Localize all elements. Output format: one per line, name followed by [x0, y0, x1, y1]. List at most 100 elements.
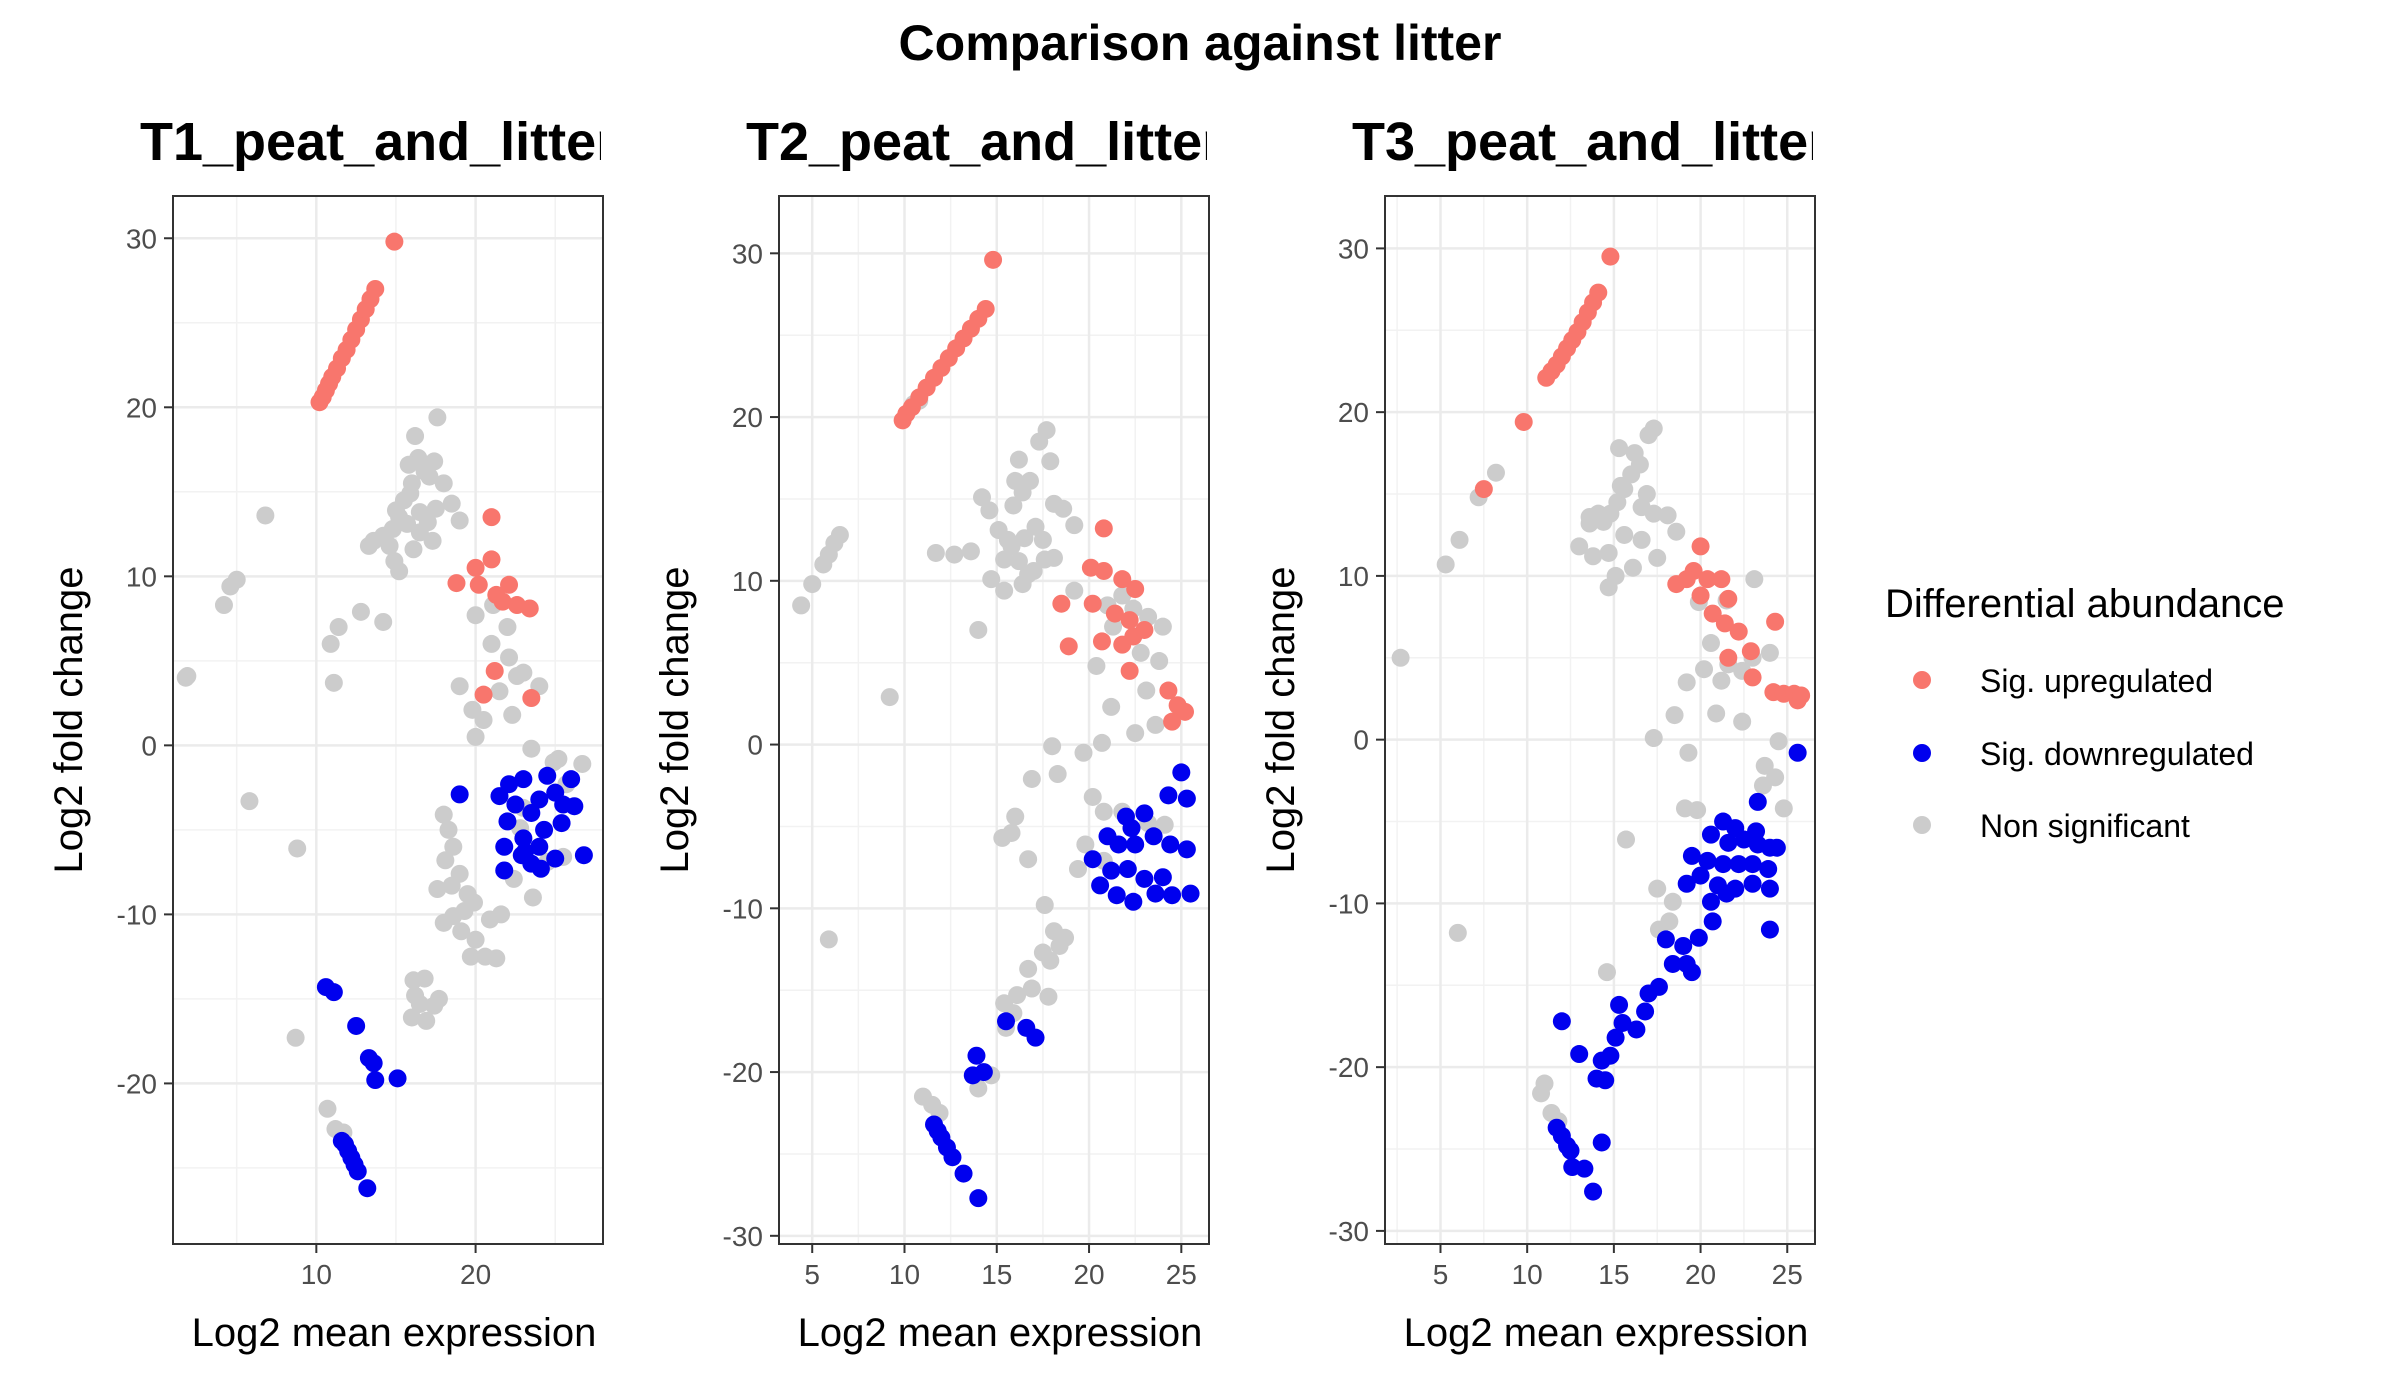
point-ns: [1104, 617, 1123, 636]
point-ns: [466, 930, 485, 949]
point-ns: [390, 562, 409, 581]
point-up: [976, 299, 995, 318]
panel-1-title: T1_peat_and_litter: [140, 112, 617, 172]
point-down: [1682, 846, 1701, 865]
point-up: [1092, 632, 1111, 651]
point-up: [1159, 681, 1178, 700]
point-down: [1743, 874, 1762, 893]
y-tick-label: 0: [747, 730, 763, 761]
point-down: [1153, 868, 1172, 887]
x-tick-label: 10: [1512, 1259, 1543, 1290]
panel-1-xlabel: Log2 mean expression: [192, 1311, 597, 1355]
point-down: [530, 837, 549, 856]
point-down: [1734, 830, 1753, 849]
point-ns: [1155, 815, 1174, 834]
panel-3-ylabel: Log2 fold change: [1259, 567, 1303, 874]
y-tick-label: -10: [1329, 888, 1369, 919]
point-down: [1729, 855, 1748, 874]
point-ns: [429, 989, 448, 1008]
point-up: [520, 599, 539, 618]
point-down: [943, 1148, 962, 1167]
point-ns: [1065, 581, 1084, 600]
point-ns: [830, 525, 849, 544]
panel-3-title: T3_peat_and_litter: [1352, 112, 1829, 172]
point-ns: [1570, 537, 1589, 556]
point-down: [546, 849, 565, 868]
point-ns: [1617, 830, 1636, 849]
panel-2-xlabel: Log2 mean expression: [798, 1311, 1203, 1355]
point-ns: [1391, 648, 1410, 667]
x-tick-label: 25: [1772, 1259, 1803, 1290]
point-down: [1592, 1051, 1611, 1070]
point-down: [1592, 1133, 1611, 1152]
point-ns: [522, 739, 541, 758]
point-ns: [500, 648, 519, 667]
panel-2-plot: 5 10 15 20 25 -30 -20 -10 0 10 20 30: [723, 195, 1210, 1290]
y-tick-label: 30: [1338, 233, 1369, 264]
point-ns: [1450, 530, 1469, 549]
panel-border: [1384, 195, 1816, 1245]
point-ns: [1022, 979, 1041, 998]
legend-key-up: [1913, 671, 1931, 689]
point-ns: [1126, 724, 1145, 743]
point-ns: [1688, 801, 1707, 820]
panel-3: T3_peat_and_litter 5 10 15 20 25 -30 -20 -10 0 10…: [1259, 112, 1829, 1355]
point-down: [1122, 819, 1141, 838]
point-down: [1627, 1020, 1646, 1039]
point-ns: [1026, 517, 1045, 536]
point-ns: [1599, 543, 1618, 562]
point-ns: [398, 514, 417, 533]
point-up: [1474, 480, 1493, 499]
point-ns: [1022, 769, 1041, 788]
point-down: [1172, 763, 1191, 782]
point-down: [1743, 855, 1762, 874]
point-ns: [945, 545, 964, 564]
point-ns: [1083, 787, 1102, 806]
point-ns: [450, 677, 469, 696]
point-ns: [549, 749, 568, 768]
point-ns: [410, 523, 429, 542]
point-down: [1102, 861, 1121, 880]
point-ns: [410, 994, 429, 1013]
point-ns: [1087, 656, 1106, 675]
point-ns: [288, 839, 307, 858]
x-tick-label: 10: [889, 1259, 920, 1290]
point-ns: [452, 922, 471, 941]
point-up: [485, 661, 504, 680]
point-ns: [1008, 986, 1027, 1005]
point-down: [1163, 886, 1182, 905]
point-down: [358, 1179, 377, 1198]
point-ns: [1094, 802, 1113, 821]
point-down: [1636, 1002, 1655, 1021]
point-down: [967, 1046, 986, 1065]
point-up: [482, 550, 501, 569]
point-ns: [1535, 1074, 1554, 1093]
point-ns: [1615, 525, 1634, 544]
point-ns: [386, 501, 405, 520]
point-up: [1743, 668, 1762, 687]
legend-label-up: Sig. upregulated: [1980, 663, 2213, 699]
point-up: [500, 575, 519, 594]
point-ns: [324, 673, 343, 692]
point-down: [1701, 825, 1720, 844]
point-ns: [466, 606, 485, 625]
point-ns: [1760, 643, 1779, 662]
point-ns: [961, 542, 980, 561]
point-down: [530, 790, 549, 809]
point-ns: [1009, 450, 1028, 469]
point-down: [1691, 866, 1710, 885]
point-ns: [1766, 768, 1785, 787]
point-ns: [380, 536, 399, 555]
point-up: [1059, 637, 1078, 656]
point-up: [469, 575, 488, 594]
point-up: [1083, 594, 1102, 613]
point-ns: [404, 540, 423, 559]
point-down: [1760, 920, 1779, 939]
point-down: [388, 1069, 407, 1088]
point-ns: [450, 511, 469, 530]
point-ns: [461, 947, 480, 966]
point-ns: [439, 820, 458, 839]
point-up: [1715, 614, 1734, 633]
point-ns: [1006, 471, 1025, 490]
point-ns: [423, 531, 442, 550]
